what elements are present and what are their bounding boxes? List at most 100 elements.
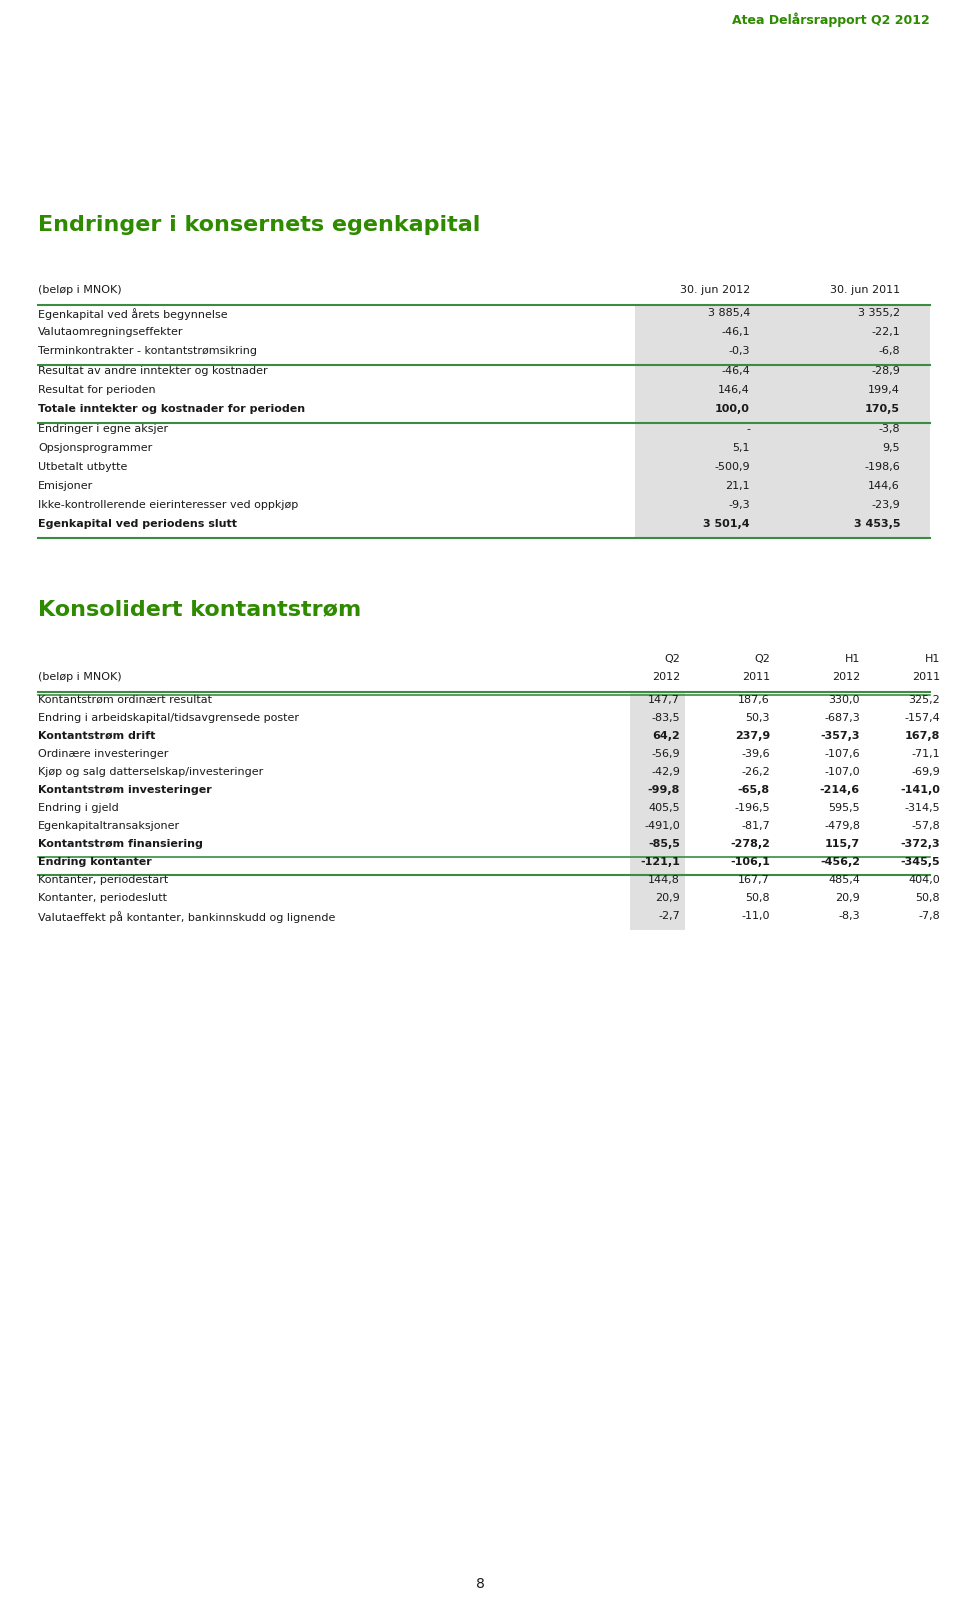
Text: 2012: 2012: [652, 671, 680, 682]
Text: 144,8: 144,8: [648, 875, 680, 884]
Text: Kontantstrøm finansiering: Kontantstrøm finansiering: [38, 839, 203, 849]
Text: -23,9: -23,9: [872, 500, 900, 509]
Text: -46,4: -46,4: [721, 365, 750, 376]
Text: -69,9: -69,9: [911, 767, 940, 777]
Text: 146,4: 146,4: [718, 384, 750, 396]
Text: 485,4: 485,4: [828, 875, 860, 884]
Text: -7,8: -7,8: [919, 912, 940, 921]
Text: 8: 8: [475, 1576, 485, 1591]
Text: -121,1: -121,1: [640, 857, 680, 867]
Text: -81,7: -81,7: [741, 820, 770, 831]
Text: 187,6: 187,6: [738, 695, 770, 705]
Text: 50,8: 50,8: [745, 892, 770, 904]
Text: H1: H1: [924, 654, 940, 663]
Text: -687,3: -687,3: [825, 713, 860, 723]
Text: -157,4: -157,4: [904, 713, 940, 723]
Text: -214,6: -214,6: [820, 785, 860, 795]
Text: -26,2: -26,2: [741, 767, 770, 777]
Text: -500,9: -500,9: [714, 461, 750, 473]
Text: 147,7: 147,7: [648, 695, 680, 705]
Text: 3 885,4: 3 885,4: [708, 308, 750, 319]
Text: 199,4: 199,4: [868, 384, 900, 396]
Text: 30. jun 2011: 30. jun 2011: [829, 285, 900, 295]
Text: -65,8: -65,8: [738, 785, 770, 795]
Text: 3 453,5: 3 453,5: [853, 519, 900, 529]
Text: Endringer i egne aksjer: Endringer i egne aksjer: [38, 425, 168, 434]
Text: Endring i gjeld: Endring i gjeld: [38, 803, 119, 812]
Text: Ikke-kontrollerende eierinteresser ved oppkjøp: Ikke-kontrollerende eierinteresser ved o…: [38, 500, 299, 509]
Text: Emisjoner: Emisjoner: [38, 481, 93, 490]
Text: Endring kontanter: Endring kontanter: [38, 857, 152, 867]
Text: Konsolidert kontantstrøm: Konsolidert kontantstrøm: [38, 599, 361, 618]
Text: 170,5: 170,5: [865, 404, 900, 413]
Text: -314,5: -314,5: [904, 803, 940, 812]
Text: Totale inntekter og kostnader for perioden: Totale inntekter og kostnader for period…: [38, 404, 305, 413]
Text: -141,0: -141,0: [900, 785, 940, 795]
Text: -456,2: -456,2: [820, 857, 860, 867]
Text: -99,8: -99,8: [648, 785, 680, 795]
Text: 50,3: 50,3: [746, 713, 770, 723]
Text: Egenkapitaltransaksjoner: Egenkapitaltransaksjoner: [38, 820, 180, 831]
Text: 325,2: 325,2: [908, 695, 940, 705]
Text: -8,3: -8,3: [838, 912, 860, 921]
Text: -198,6: -198,6: [864, 461, 900, 473]
Text: -85,5: -85,5: [648, 839, 680, 849]
Text: Valutaomregningseffekter: Valutaomregningseffekter: [38, 327, 183, 336]
Text: 237,9: 237,9: [734, 731, 770, 742]
Text: 2011: 2011: [742, 671, 770, 682]
Text: Endringer i konsernets egenkapital: Endringer i konsernets egenkapital: [38, 215, 480, 235]
Text: -107,0: -107,0: [825, 767, 860, 777]
Text: -345,5: -345,5: [900, 857, 940, 867]
Text: 2012: 2012: [831, 671, 860, 682]
Text: Endring i arbeidskapital/tidsavgrensede poster: Endring i arbeidskapital/tidsavgrensede …: [38, 713, 299, 723]
Text: 404,0: 404,0: [908, 875, 940, 884]
Text: -196,5: -196,5: [734, 803, 770, 812]
Text: (beløp i MNOK): (beløp i MNOK): [38, 285, 122, 295]
Text: Ordinære investeringer: Ordinære investeringer: [38, 750, 168, 759]
Text: -56,9: -56,9: [652, 750, 680, 759]
Text: 20,9: 20,9: [835, 892, 860, 904]
Text: Q2: Q2: [664, 654, 680, 663]
Text: 2011: 2011: [912, 671, 940, 682]
Text: Resultat av andre inntekter og kostnader: Resultat av andre inntekter og kostnader: [38, 365, 268, 376]
Text: -46,1: -46,1: [721, 327, 750, 336]
Text: -28,9: -28,9: [871, 365, 900, 376]
Text: 20,9: 20,9: [656, 892, 680, 904]
Text: 405,5: 405,5: [648, 803, 680, 812]
Text: 595,5: 595,5: [828, 803, 860, 812]
Text: -9,3: -9,3: [729, 500, 750, 509]
Text: 9,5: 9,5: [882, 444, 900, 453]
Text: -357,3: -357,3: [821, 731, 860, 742]
Text: -57,8: -57,8: [911, 820, 940, 831]
Text: -107,6: -107,6: [825, 750, 860, 759]
Text: 115,7: 115,7: [825, 839, 860, 849]
Text: -71,1: -71,1: [911, 750, 940, 759]
Text: -2,7: -2,7: [659, 912, 680, 921]
Text: -3,8: -3,8: [878, 425, 900, 434]
Text: Kontanter, periodeslutt: Kontanter, periodeslutt: [38, 892, 167, 904]
Text: -372,3: -372,3: [900, 839, 940, 849]
Text: -6,8: -6,8: [878, 346, 900, 356]
Text: 50,8: 50,8: [916, 892, 940, 904]
Text: Resultat for perioden: Resultat for perioden: [38, 384, 156, 396]
Text: Utbetalt utbytte: Utbetalt utbytte: [38, 461, 128, 473]
Text: H1: H1: [845, 654, 860, 663]
Text: -83,5: -83,5: [652, 713, 680, 723]
Bar: [635, 304, 930, 537]
Text: 144,6: 144,6: [868, 481, 900, 490]
Bar: [630, 692, 685, 931]
Text: -39,6: -39,6: [741, 750, 770, 759]
Text: -0,3: -0,3: [729, 346, 750, 356]
Text: 5,1: 5,1: [732, 444, 750, 453]
Text: 3 355,2: 3 355,2: [858, 308, 900, 319]
Text: Kontantstrøm ordinært resultat: Kontantstrøm ordinært resultat: [38, 695, 212, 705]
Text: Kontanter, periodestart: Kontanter, periodestart: [38, 875, 168, 884]
Text: Terminkontrakter - kontantstrømsikring: Terminkontrakter - kontantstrømsikring: [38, 346, 257, 356]
Text: Valutaeffekt på kontanter, bankinnskudd og lignende: Valutaeffekt på kontanter, bankinnskudd …: [38, 912, 335, 923]
Text: Kontantstrøm drift: Kontantstrøm drift: [38, 731, 156, 742]
Text: -106,1: -106,1: [731, 857, 770, 867]
Text: 330,0: 330,0: [828, 695, 860, 705]
Text: Egenkapital ved årets begynnelse: Egenkapital ved årets begynnelse: [38, 308, 228, 320]
Text: 30. jun 2012: 30. jun 2012: [680, 285, 750, 295]
Text: -22,1: -22,1: [872, 327, 900, 336]
